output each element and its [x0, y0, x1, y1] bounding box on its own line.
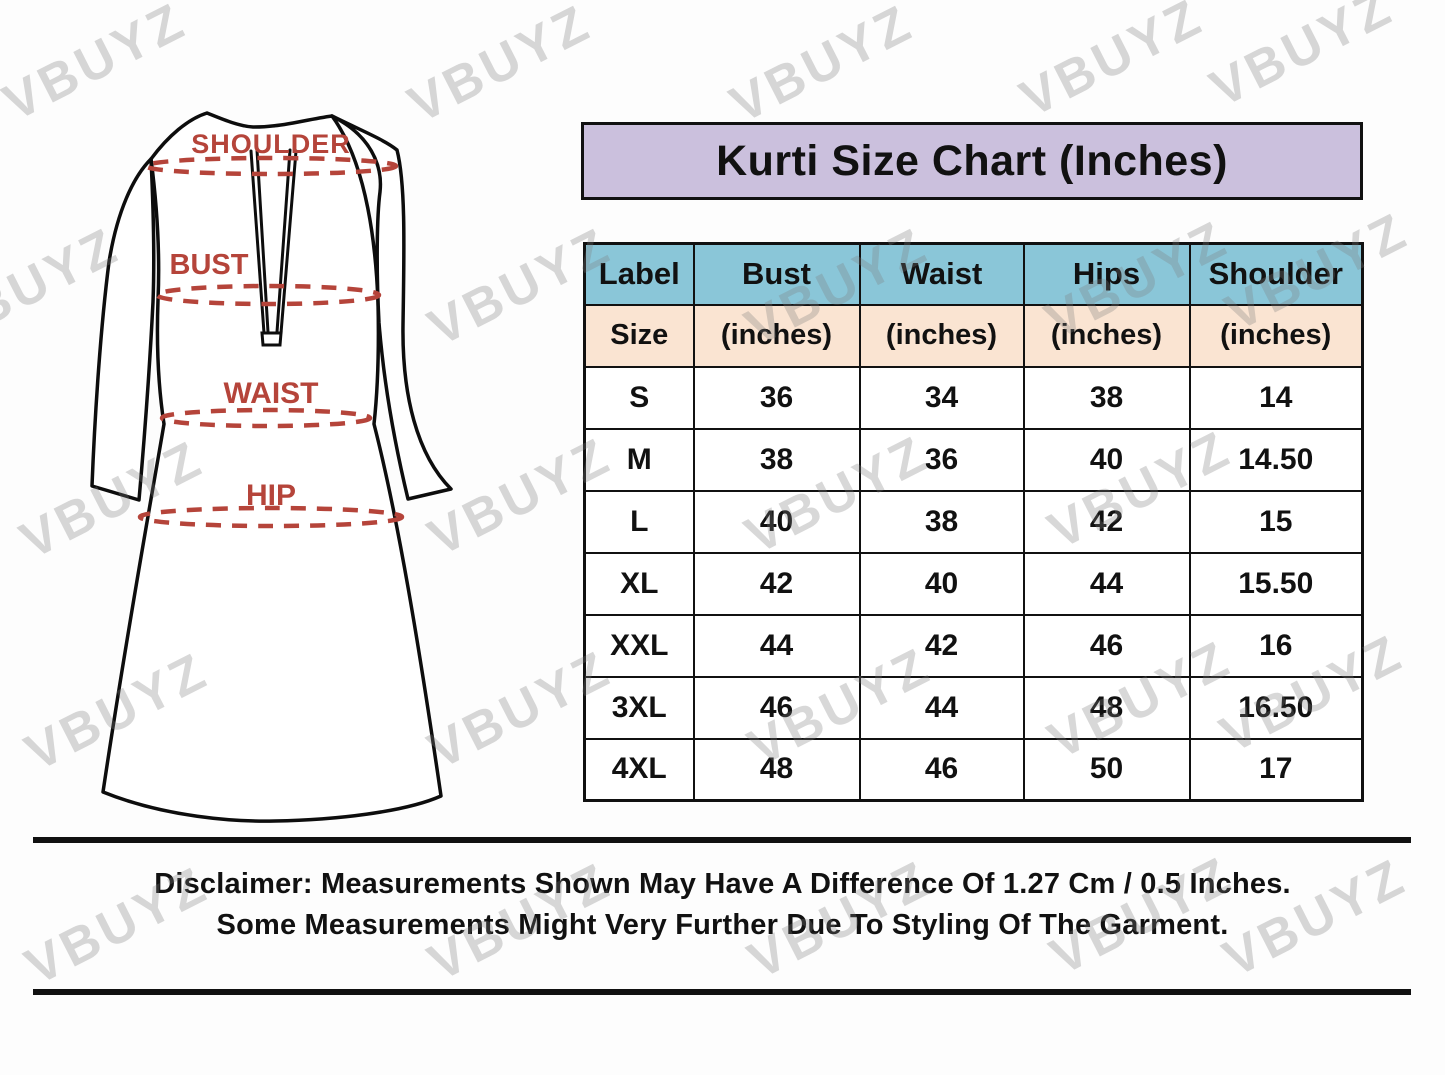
- cell-shoulder: 16.50: [1188, 675, 1364, 740]
- neck-slit-bottom-bar: [260, 331, 283, 347]
- page-title: Kurti Size Chart (Inches): [581, 122, 1363, 200]
- neck-slit-lines: [249, 148, 298, 335]
- cell-size: 4XL: [583, 737, 695, 802]
- waist-label: WAIST: [224, 377, 319, 410]
- table-row-s: S 36 34 38 14: [583, 365, 1364, 430]
- size-chart-table: Label Bust Waist Hips Shoulder Size (inc…: [583, 242, 1364, 802]
- table-row-3xl: 3XL 46 44 48 16.50: [583, 675, 1364, 740]
- cell-shoulder: 16: [1188, 613, 1364, 678]
- column-header-bust: Bust: [692, 242, 861, 306]
- table-row-xxl: XXL 44 42 46 16: [583, 613, 1364, 678]
- kurti-right-sleeve: [330, 114, 453, 501]
- table-subheader-row: Size (inches) (inches) (inches) (inches): [583, 303, 1364, 368]
- subheader-inches: (inches): [692, 303, 861, 368]
- kurti-left-sleeve: [90, 157, 156, 502]
- cell-waist: 42: [858, 613, 1025, 678]
- watermark-text: VBUYZ: [1011, 0, 1213, 129]
- cell-hips: 40: [1022, 427, 1191, 492]
- watermark-text: VBUYZ: [1201, 0, 1403, 119]
- cell-bust: 44: [692, 613, 861, 678]
- bust-measure-line: [154, 283, 382, 307]
- cell-hips: 46: [1022, 613, 1191, 678]
- column-header-hips: Hips: [1022, 242, 1191, 306]
- cell-shoulder: 15.50: [1188, 551, 1364, 616]
- cell-shoulder: 17: [1188, 737, 1364, 802]
- column-header-label: Label: [583, 242, 695, 306]
- cell-size: XL: [583, 551, 695, 616]
- hip-label: HIP: [246, 479, 296, 512]
- divider-bottom: [33, 989, 1411, 995]
- page-title-text: Kurti Size Chart (Inches): [716, 136, 1228, 185]
- column-header-waist: Waist: [858, 242, 1025, 306]
- subheader-size: Size: [583, 303, 695, 368]
- table-row-xl: XL 42 40 44 15.50: [583, 551, 1364, 616]
- shoulder-label: SHOULDER: [191, 129, 351, 159]
- cell-size: S: [583, 365, 695, 430]
- cell-bust: 40: [692, 489, 861, 554]
- cell-waist: 34: [858, 365, 1025, 430]
- cell-hips: 50: [1022, 737, 1191, 802]
- bust-label: BUST: [170, 249, 249, 281]
- cell-bust: 36: [692, 365, 861, 430]
- subheader-inches: (inches): [858, 303, 1025, 368]
- cell-hips: 48: [1022, 675, 1191, 740]
- subheader-inches: (inches): [1022, 303, 1191, 368]
- cell-shoulder: 14: [1188, 365, 1364, 430]
- cell-shoulder: 14.50: [1188, 427, 1364, 492]
- table-row-m: M 38 36 40 14.50: [583, 427, 1364, 492]
- waist-measure-line: [159, 407, 373, 429]
- cell-waist: 38: [858, 489, 1025, 554]
- cell-waist: 40: [858, 551, 1025, 616]
- disclaimer-line-2: Some Measurements Might Very Further Due…: [216, 909, 1229, 941]
- cell-bust: 42: [692, 551, 861, 616]
- disclaimer-line-1: Disclaimer: Measurements Shown May Have …: [154, 868, 1291, 900]
- hip-measure-line: [137, 505, 405, 529]
- column-header-shoulder: Shoulder: [1188, 242, 1364, 306]
- cell-shoulder: 15: [1188, 489, 1364, 554]
- disclaimer: Disclaimer: Measurements Shown May Have …: [0, 864, 1445, 946]
- table-row-4xl: 4XL 48 46 50 17: [583, 737, 1364, 802]
- cell-waist: 36: [858, 427, 1025, 492]
- shoulder-measure-line: [143, 155, 399, 177]
- cell-waist: 44: [858, 675, 1025, 740]
- divider-top: [33, 837, 1411, 843]
- cell-hips: 42: [1022, 489, 1191, 554]
- cell-bust: 48: [692, 737, 861, 802]
- cell-bust: 46: [692, 675, 861, 740]
- size-table-container: Label Bust Waist Hips Shoulder Size (inc…: [583, 242, 1364, 802]
- cell-hips: 38: [1022, 365, 1191, 430]
- table-header-row: Label Bust Waist Hips Shoulder: [583, 242, 1364, 306]
- cell-size: M: [583, 427, 695, 492]
- cell-size: 3XL: [583, 675, 695, 740]
- kurti-diagram: SHOULDER BUST WAIST HIP: [90, 111, 453, 823]
- table-row-l: L 40 38 42 15: [583, 489, 1364, 554]
- cell-size: XXL: [583, 613, 695, 678]
- subheader-inches: (inches): [1188, 303, 1364, 368]
- cell-hips: 44: [1022, 551, 1191, 616]
- cell-size: L: [583, 489, 695, 554]
- watermark-text: VBUYZ: [721, 0, 923, 135]
- cell-bust: 38: [692, 427, 861, 492]
- cell-waist: 46: [858, 737, 1025, 802]
